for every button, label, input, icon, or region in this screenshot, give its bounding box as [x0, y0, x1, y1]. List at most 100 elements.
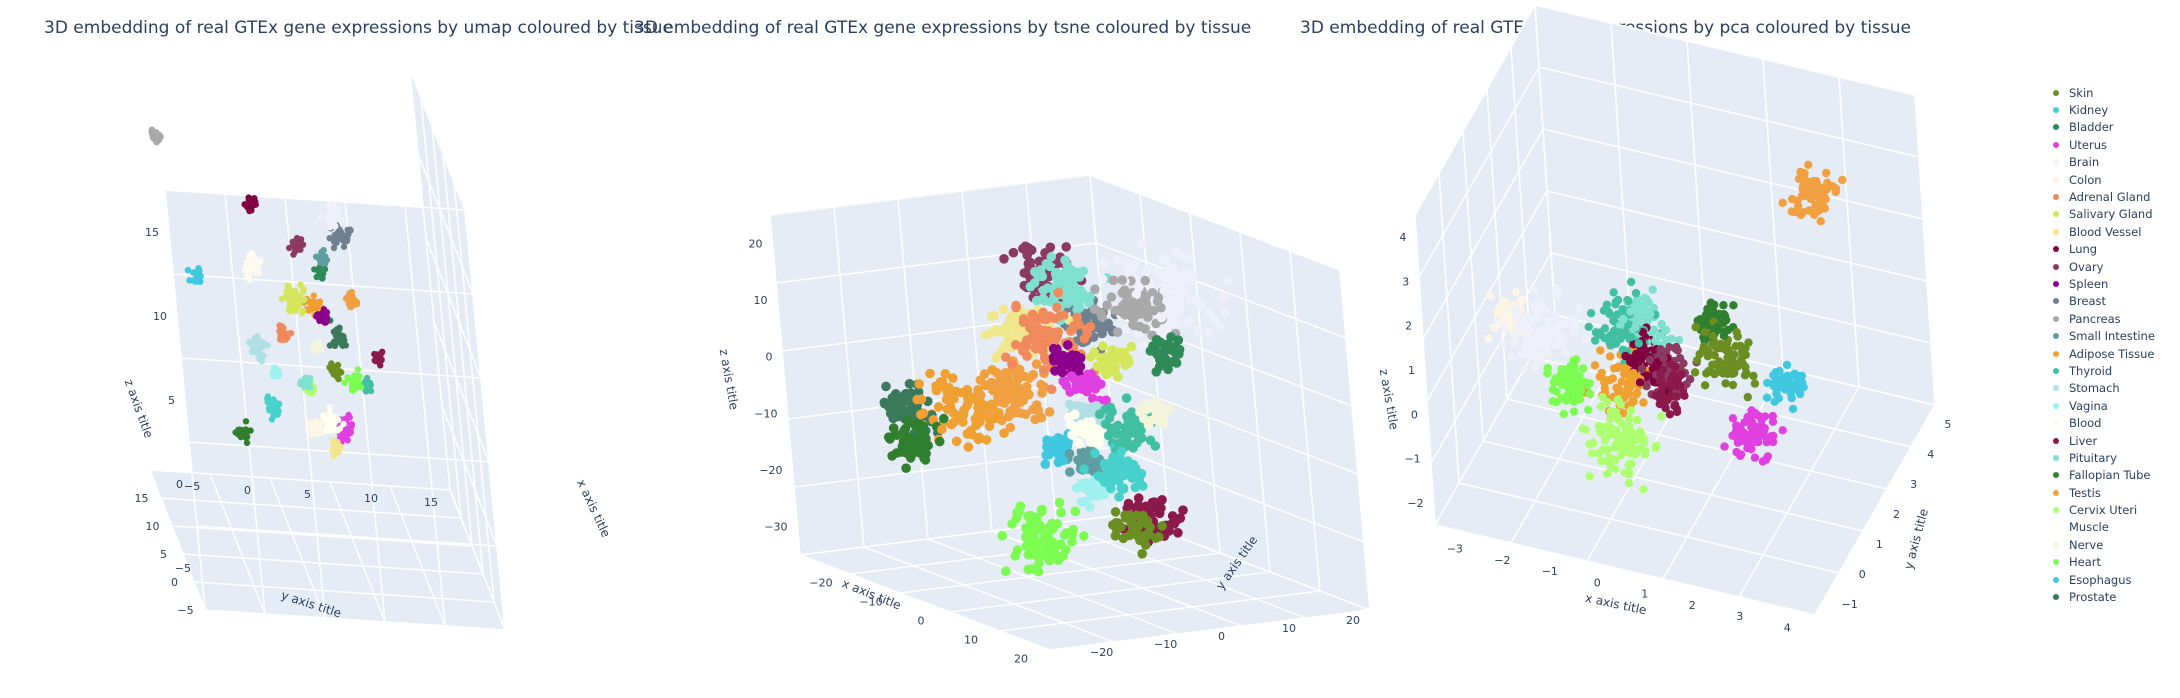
legend-item[interactable]: Adrenal Gland	[2045, 188, 2155, 205]
pca-3d-scene[interactable]: −3 −2 −1 0 1 2 3 4 −1 0 1 2 3 4 5 −2 −1 0 1 2 3 4 x axis title…	[1330, 0, 1970, 698]
y-tick-label: 0	[1859, 568, 1866, 581]
y-tick-label: 20	[1346, 614, 1360, 627]
data-point	[1591, 336, 1600, 345]
data-point	[1054, 497, 1065, 508]
legend-item[interactable]: Colon	[2045, 171, 2155, 188]
data-point	[284, 282, 291, 289]
data-point	[1186, 273, 1197, 284]
data-point	[1609, 316, 1618, 325]
data-point	[1061, 544, 1071, 555]
data-point	[1624, 296, 1633, 306]
data-point	[962, 429, 973, 439]
data-point	[1613, 412, 1622, 422]
data-point	[1569, 397, 1578, 406]
legend-item[interactable]: Pituitary	[2045, 449, 2155, 466]
legend-item[interactable]: Prostate	[2045, 588, 2155, 605]
data-point	[1621, 351, 1630, 361]
data-point	[330, 440, 337, 448]
data-point	[1631, 322, 1640, 332]
data-point	[1110, 305, 1120, 316]
data-point	[299, 288, 307, 296]
grid-line	[1530, 356, 1912, 448]
legend-item[interactable]: Breast	[2045, 293, 2155, 310]
y-tick-label: 1	[1876, 538, 1883, 551]
data-point	[1173, 528, 1183, 538]
legend-item[interactable]: Bladder	[2045, 119, 2155, 136]
data-point	[1618, 315, 1627, 324]
data-point	[1002, 380, 1013, 391]
legend-item[interactable]: Testis	[2045, 484, 2155, 501]
data-point	[1530, 363, 1540, 372]
legend-item[interactable]: Fallopian Tube	[2045, 467, 2155, 484]
legend-item[interactable]: Nerve	[2045, 536, 2155, 553]
grid-line	[149, 469, 451, 491]
data-point	[979, 369, 990, 379]
data-point	[311, 266, 318, 273]
data-point	[1643, 309, 1653, 318]
data-point	[1074, 272, 1085, 282]
grid-line	[409, 69, 451, 491]
data-point	[1507, 353, 1517, 362]
data-point	[1039, 352, 1050, 363]
legend-item[interactable]: Spleen	[2045, 275, 2155, 292]
legend-label: Salivary Gland	[2069, 207, 2153, 222]
tissue-legend: Skin Kidney Bladder Uterus Brain Colon Adrenal…	[2045, 84, 2155, 606]
data-point	[266, 407, 273, 414]
grid-line	[1510, 46, 1532, 358]
legend-item[interactable]: Pancreas	[2045, 310, 2155, 327]
data-point	[1787, 393, 1796, 403]
data-point	[1041, 542, 1051, 552]
legend-item[interactable]: Adipose Tissue	[2045, 345, 2155, 362]
z-tick-label: 20	[749, 237, 763, 250]
data-point	[1632, 435, 1641, 444]
data-point	[1641, 449, 1650, 459]
grid-line	[1055, 522, 1307, 619]
legend-item[interactable]: Heart	[2045, 554, 2155, 571]
y-tick-label: 3	[1910, 478, 1917, 491]
data-point	[1027, 564, 1037, 574]
legend-item[interactable]: Muscle	[2045, 519, 2155, 536]
legend-item[interactable]: Blood Vessel	[2045, 223, 2155, 240]
data-point	[286, 244, 293, 252]
legend-item[interactable]: Ovary	[2045, 258, 2155, 275]
data-point	[1625, 414, 1634, 423]
data-point	[948, 373, 958, 383]
data-point	[326, 364, 333, 371]
data-point	[1024, 524, 1034, 535]
legend-item[interactable]: Blood	[2045, 414, 2155, 431]
legend-item[interactable]: Vagina	[2045, 397, 2155, 414]
data-point	[308, 431, 315, 438]
y-tick-label: 4	[1927, 448, 1934, 461]
data-point	[1522, 343, 1531, 352]
data-point	[1007, 519, 1017, 529]
legend-item[interactable]: Lung	[2045, 241, 2155, 258]
data-point	[1620, 391, 1630, 400]
grid-line	[1662, 368, 1784, 580]
grid-line	[149, 469, 206, 611]
legend-item[interactable]: Esophagus	[2045, 571, 2155, 588]
data-point	[1118, 483, 1129, 493]
z-tick-label: −2	[1407, 497, 1423, 510]
legend-item[interactable]: Uterus	[2045, 136, 2155, 153]
legend-item[interactable]: Skin	[2045, 84, 2155, 101]
z-axis-title: z axis title	[1377, 368, 1401, 431]
legend-item[interactable]: Stomach	[2045, 380, 2155, 397]
data-point	[1665, 410, 1675, 419]
legend-label: Pancreas	[2069, 311, 2121, 326]
legend-item[interactable]: Small Intestine	[2045, 327, 2155, 344]
legend-item[interactable]: Salivary Gland	[2045, 206, 2155, 223]
legend-item[interactable]: Kidney	[2045, 101, 2155, 118]
x-tick-label: −20	[809, 577, 832, 590]
side-wall-plane	[1415, 5, 1555, 525]
data-point	[1067, 530, 1077, 541]
legend-label: Lung	[2069, 242, 2098, 257]
data-point	[1669, 370, 1678, 380]
legend-item[interactable]: Thyroid	[2045, 362, 2155, 379]
legend-item[interactable]: Cervix Uteri	[2045, 501, 2155, 518]
legend-item[interactable]: Liver	[2045, 432, 2155, 449]
data-point	[1719, 331, 1729, 340]
data-point	[1067, 430, 1077, 440]
legend-item[interactable]: Brain	[2045, 154, 2155, 171]
